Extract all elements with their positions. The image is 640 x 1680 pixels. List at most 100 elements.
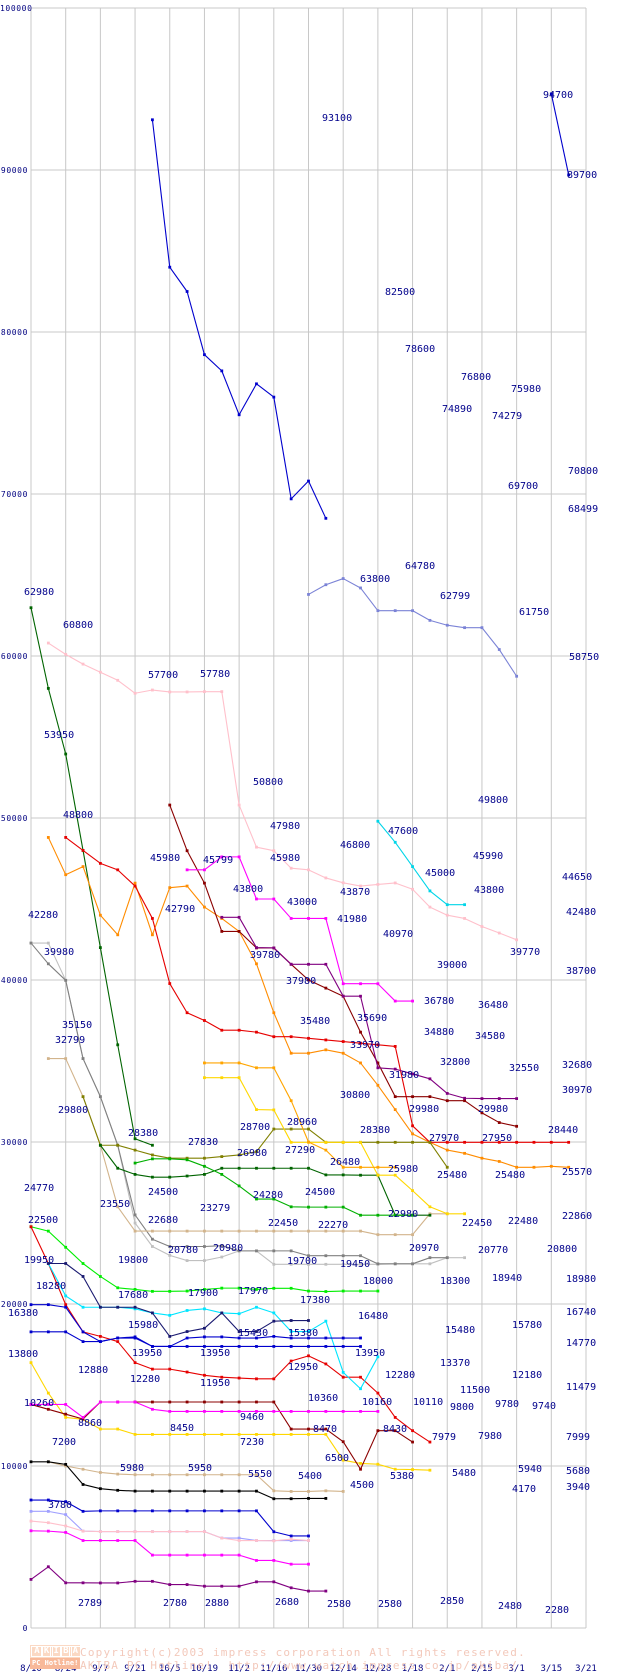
point-label: 82500 [385, 287, 416, 298]
point-label: 7999 [566, 1432, 591, 1443]
point-label: 27290 [285, 1145, 316, 1156]
point-label: 23550 [100, 1199, 131, 1210]
point-label: 17970 [238, 1286, 269, 1297]
point-label: 34880 [424, 1027, 455, 1038]
point-label: 25480 [495, 1170, 526, 1181]
point-label: 13800 [8, 1349, 39, 1360]
point-label: 3940 [566, 1482, 591, 1493]
point-label: 18980 [566, 1274, 597, 1285]
point-label: 15430 [238, 1328, 269, 1339]
point-label: 39780 [250, 950, 281, 961]
logo-letter-k-1: K [40, 1646, 53, 1657]
point-label: 42280 [28, 910, 59, 921]
point-label: 8450 [170, 1423, 195, 1434]
point-label: 17680 [118, 1290, 149, 1301]
x-axis-tick-14: 3/1 [508, 1664, 525, 1674]
x-axis-tick-5: 10/19 [190, 1664, 218, 1674]
point-label: 2880 [205, 1598, 230, 1609]
point-label: 12280 [130, 1374, 161, 1385]
x-axis-tick-0: 8/10 [20, 1664, 42, 1674]
y-axis-tick-9: 10000 [0, 1462, 28, 1471]
point-label: 45980 [150, 853, 181, 864]
point-label: 39980 [44, 947, 75, 958]
point-label: 2580 [378, 1599, 403, 1610]
point-label: 49800 [478, 795, 509, 806]
point-label: 5400 [298, 1471, 323, 1482]
point-label: 53950 [44, 730, 75, 741]
point-label: 15380 [288, 1328, 319, 1339]
point-label: 13950 [200, 1348, 231, 1359]
point-label: 22860 [562, 1211, 593, 1222]
point-label: 16480 [358, 1311, 389, 1322]
point-label: 28380 [128, 1128, 159, 1139]
point-label: 22480 [508, 1216, 539, 1227]
point-label: 29980 [409, 1104, 440, 1115]
point-label: 12880 [78, 1365, 109, 1376]
point-label: 24770 [24, 1183, 55, 1194]
point-label: 27950 [482, 1133, 513, 1144]
point-label: 36780 [424, 996, 455, 1007]
y-axis-tick-2: 80000 [0, 328, 28, 337]
point-label: 45000 [425, 868, 456, 879]
point-label: 50800 [253, 777, 284, 788]
point-label: 20780 [168, 1245, 199, 1256]
point-label: 14770 [566, 1338, 597, 1349]
x-axis-tick-13: 2/15 [471, 1664, 493, 1674]
point-label: 28440 [548, 1125, 579, 1136]
point-label: 19450 [340, 1259, 371, 1270]
point-label: 31980 [389, 1070, 420, 1081]
point-label: 4500 [350, 1480, 375, 1491]
point-label: 26480 [330, 1157, 361, 1168]
logo-letter-a-4: A [69, 1646, 82, 1657]
point-label: 61750 [519, 607, 550, 618]
point-label: 35480 [300, 1016, 331, 1027]
point-label: 10110 [413, 1397, 444, 1408]
point-label: 2780 [163, 1598, 188, 1609]
point-label: 75980 [511, 384, 542, 395]
point-label: 5940 [518, 1464, 543, 1475]
point-label: 57700 [148, 670, 179, 681]
point-label: 29800 [58, 1105, 89, 1116]
point-label: 8470 [313, 1424, 338, 1435]
point-label: 60800 [63, 620, 94, 631]
x-axis-tick-8: 11/30 [294, 1664, 323, 1674]
point-label: 57780 [200, 669, 231, 680]
point-label: 2280 [545, 1605, 570, 1616]
point-label: 5480 [452, 1468, 477, 1479]
point-label: 8860 [78, 1418, 103, 1429]
point-label: 43870 [340, 887, 371, 898]
y-axis-tick-0: 100000 [0, 4, 33, 13]
point-label: 35690 [357, 1013, 388, 1024]
point-label: 29980 [478, 1104, 509, 1115]
point-label: 15780 [512, 1320, 543, 1331]
point-label: 33970 [350, 1040, 381, 1051]
logo-pchotline-band: PC Hotline! [30, 1658, 80, 1669]
point-label: 22450 [268, 1218, 299, 1229]
point-label: 36480 [478, 1000, 509, 1011]
copyright-line-1: Copyright(c)2003 impress corporation All… [80, 1646, 526, 1659]
point-label: 45990 [473, 851, 504, 862]
point-label: 16380 [8, 1308, 39, 1319]
point-label: 43800 [474, 885, 505, 896]
x-axis-tick-4: 10/5 [158, 1664, 181, 1674]
point-label: 15480 [445, 1325, 476, 1336]
point-label: 38700 [566, 966, 597, 977]
y-axis-tick-3: 70000 [0, 490, 28, 499]
point-label: 70800 [568, 466, 599, 477]
point-label: 27830 [188, 1137, 219, 1148]
point-label: 22450 [462, 1218, 493, 1229]
point-label: 7230 [240, 1437, 265, 1448]
point-label: 11500 [460, 1385, 491, 1396]
point-label: 12950 [288, 1362, 319, 1373]
point-label: 20980 [213, 1243, 244, 1254]
y-axis-tick-8: 20000 [0, 1300, 28, 1309]
point-label: 62799 [440, 591, 471, 602]
x-axis-tick-1: 8/24 [54, 1664, 77, 1674]
point-label: 25980 [388, 1164, 419, 1175]
point-label: 9780 [495, 1399, 520, 1410]
logo-letter-a-0: A [31, 1646, 43, 1657]
point-label: 2789 [78, 1598, 103, 1609]
